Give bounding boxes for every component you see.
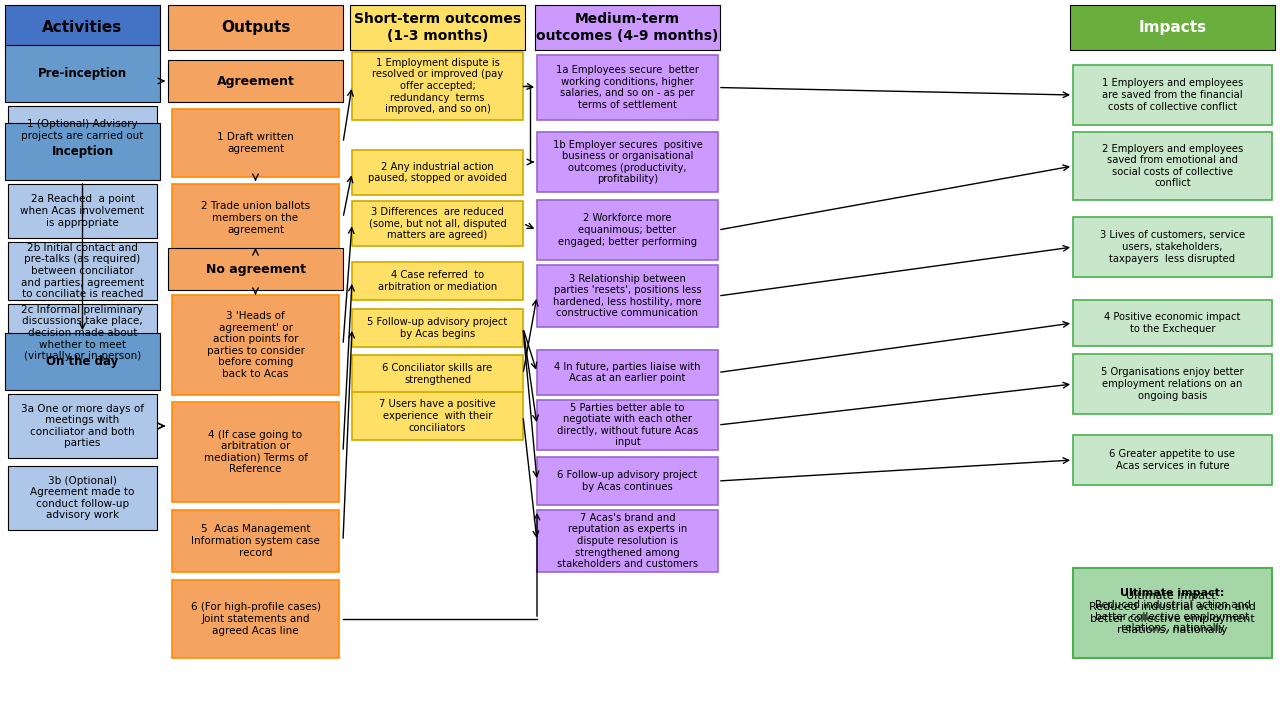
Text: 4 Case referred  to
arbitration or mediation: 4 Case referred to arbitration or mediat…	[378, 270, 497, 292]
FancyBboxPatch shape	[8, 184, 157, 238]
Text: 4 In future, parties liaise with
Acas at an earlier point: 4 In future, parties liaise with Acas at…	[554, 361, 700, 383]
Text: Inception: Inception	[51, 145, 114, 158]
Text: Reduced industrial action and
better collective employment
relations, nationally: Reduced industrial action and better col…	[1094, 600, 1251, 633]
FancyBboxPatch shape	[172, 402, 339, 502]
Text: 2 Workforce more
equanimous; better
engaged; better performing: 2 Workforce more equanimous; better enga…	[558, 213, 698, 247]
FancyBboxPatch shape	[5, 45, 160, 102]
Text: 2c Informal preliminary
discussions take place,
decision made about
whether to m: 2c Informal preliminary discussions take…	[22, 305, 143, 361]
FancyBboxPatch shape	[172, 580, 339, 658]
FancyBboxPatch shape	[172, 184, 339, 252]
FancyBboxPatch shape	[172, 510, 339, 572]
Text: No agreement: No agreement	[206, 263, 306, 276]
FancyBboxPatch shape	[352, 355, 524, 393]
Text: 2b Initial contact and
pre-talks (as required)
between conciliator
and parties; : 2b Initial contact and pre-talks (as req…	[20, 243, 145, 300]
FancyBboxPatch shape	[172, 295, 339, 395]
Text: 1a Employees secure  better
working conditions, higher
salaries, and so on - as : 1a Employees secure better working condi…	[556, 65, 699, 110]
Text: 5  Acas Management
Information system case
record: 5 Acas Management Information system cas…	[191, 524, 320, 557]
FancyBboxPatch shape	[168, 5, 343, 50]
FancyBboxPatch shape	[538, 200, 718, 260]
FancyBboxPatch shape	[538, 132, 718, 192]
Text: On the day: On the day	[46, 355, 119, 368]
FancyBboxPatch shape	[352, 150, 524, 195]
FancyBboxPatch shape	[352, 309, 524, 347]
FancyBboxPatch shape	[352, 201, 524, 246]
FancyBboxPatch shape	[1073, 132, 1272, 200]
FancyBboxPatch shape	[538, 55, 718, 120]
Text: 7 Users have a positive
experience  with their
conciliators: 7 Users have a positive experience with …	[379, 400, 495, 433]
Text: 1 Draft written
agreement: 1 Draft written agreement	[218, 132, 294, 154]
Text: 3 Relationship between
parties 'resets', positions less
hardened, less hostility: 3 Relationship between parties 'resets',…	[553, 274, 701, 318]
Text: Ultimate impact:
Reduced industrial action and
better collective employment
rela: Ultimate impact: Reduced industrial acti…	[1089, 590, 1256, 636]
Text: 2 Employers and employees
saved from emotional and
social costs of collective
co: 2 Employers and employees saved from emo…	[1102, 143, 1243, 189]
Text: 3 'Heads of
agreement' or
action points for
parties to consider
before coming
ba: 3 'Heads of agreement' or action points …	[206, 311, 305, 379]
Text: Ultimate impact:: Ultimate impact:	[1120, 588, 1225, 598]
Text: 1 (Optional) Advisory
projects are carried out: 1 (Optional) Advisory projects are carri…	[22, 120, 143, 141]
Text: 5 Organisations enjoy better
employment relations on an
ongoing basis: 5 Organisations enjoy better employment …	[1101, 367, 1244, 400]
FancyBboxPatch shape	[1070, 5, 1275, 50]
FancyBboxPatch shape	[538, 350, 718, 395]
FancyBboxPatch shape	[1073, 300, 1272, 346]
FancyBboxPatch shape	[5, 5, 160, 50]
Text: 2 Trade union ballots
members on the
agreement: 2 Trade union ballots members on the agr…	[201, 202, 310, 235]
Text: 3b (Optional)
Agreement made to
conduct follow-up
advisory work: 3b (Optional) Agreement made to conduct …	[31, 476, 134, 521]
Text: Impacts: Impacts	[1138, 20, 1207, 35]
FancyBboxPatch shape	[1073, 354, 1272, 414]
FancyBboxPatch shape	[538, 510, 718, 572]
FancyBboxPatch shape	[5, 123, 160, 180]
Text: 2a Reached  a point
when Acas involvement
is appropriate: 2a Reached a point when Acas involvement…	[20, 194, 145, 228]
Text: 5 Follow-up advisory project
by Acas begins: 5 Follow-up advisory project by Acas beg…	[367, 318, 508, 339]
FancyBboxPatch shape	[1073, 217, 1272, 277]
Text: 3 Differences  are reduced
(some, but not all, disputed
matters are agreed): 3 Differences are reduced (some, but not…	[369, 207, 507, 240]
Text: 7 Acas's brand and
reputation as experts in
dispute resolution is
strengthened a: 7 Acas's brand and reputation as experts…	[557, 513, 698, 570]
FancyBboxPatch shape	[8, 242, 157, 300]
FancyBboxPatch shape	[1073, 65, 1272, 125]
FancyBboxPatch shape	[538, 265, 718, 327]
Text: 6 Follow-up advisory project
by Acas continues: 6 Follow-up advisory project by Acas con…	[557, 470, 698, 492]
FancyBboxPatch shape	[352, 392, 524, 440]
FancyBboxPatch shape	[1073, 435, 1272, 485]
Text: 2 Any industrial action
paused, stopped or avoided: 2 Any industrial action paused, stopped …	[369, 162, 507, 184]
FancyBboxPatch shape	[352, 262, 524, 300]
FancyBboxPatch shape	[8, 106, 157, 154]
Text: Agreement: Agreement	[216, 74, 294, 88]
FancyBboxPatch shape	[538, 457, 718, 505]
FancyBboxPatch shape	[168, 248, 343, 290]
Text: 3a One or more days of
meetings with
conciliator and both
parties: 3a One or more days of meetings with con…	[20, 404, 145, 449]
FancyBboxPatch shape	[1073, 568, 1272, 658]
Text: Activities: Activities	[42, 20, 123, 35]
Text: Outputs: Outputs	[221, 20, 291, 35]
FancyBboxPatch shape	[349, 5, 525, 50]
Text: 6 Greater appetite to use
Acas services in future: 6 Greater appetite to use Acas services …	[1110, 449, 1235, 471]
FancyBboxPatch shape	[352, 52, 524, 120]
Text: 1 Employers and employees
are saved from the financial
costs of collective confl: 1 Employers and employees are saved from…	[1102, 78, 1243, 112]
FancyBboxPatch shape	[172, 109, 339, 177]
Text: 1 Employment dispute is
resolved or improved (pay
offer accepted;
redundancy  te: 1 Employment dispute is resolved or impr…	[372, 58, 503, 114]
Text: 6 (For high-profile cases)
Joint statements and
agreed Acas line: 6 (For high-profile cases) Joint stateme…	[191, 603, 320, 636]
Text: 1b Employer secures  positive
business or organisational
outcomes (productivity,: 1b Employer secures positive business or…	[553, 140, 703, 184]
FancyBboxPatch shape	[8, 466, 157, 530]
FancyBboxPatch shape	[168, 60, 343, 102]
Text: 4 (If case going to
arbitration or
mediation) Terms of
Reference: 4 (If case going to arbitration or media…	[204, 430, 307, 474]
Text: 6 Conciliator skills are
strengthened: 6 Conciliator skills are strengthened	[383, 363, 493, 384]
FancyBboxPatch shape	[8, 304, 157, 362]
Text: 5 Parties better able to
negotiate with each other
directly, without future Acas: 5 Parties better able to negotiate with …	[557, 402, 698, 447]
FancyBboxPatch shape	[8, 394, 157, 458]
Text: Medium-term
outcomes (4-9 months): Medium-term outcomes (4-9 months)	[536, 12, 718, 42]
Text: 4 Positive economic impact
to the Exchequer: 4 Positive economic impact to the Excheq…	[1105, 312, 1240, 334]
Text: Pre-inception: Pre-inception	[38, 67, 127, 80]
FancyBboxPatch shape	[5, 333, 160, 390]
FancyBboxPatch shape	[535, 5, 719, 50]
Text: Short-term outcomes
(1-3 months): Short-term outcomes (1-3 months)	[355, 12, 521, 42]
FancyBboxPatch shape	[538, 400, 718, 450]
Text: 3 Lives of customers, service
users, stakeholders,
taxpayers  less disrupted: 3 Lives of customers, service users, sta…	[1100, 230, 1245, 264]
